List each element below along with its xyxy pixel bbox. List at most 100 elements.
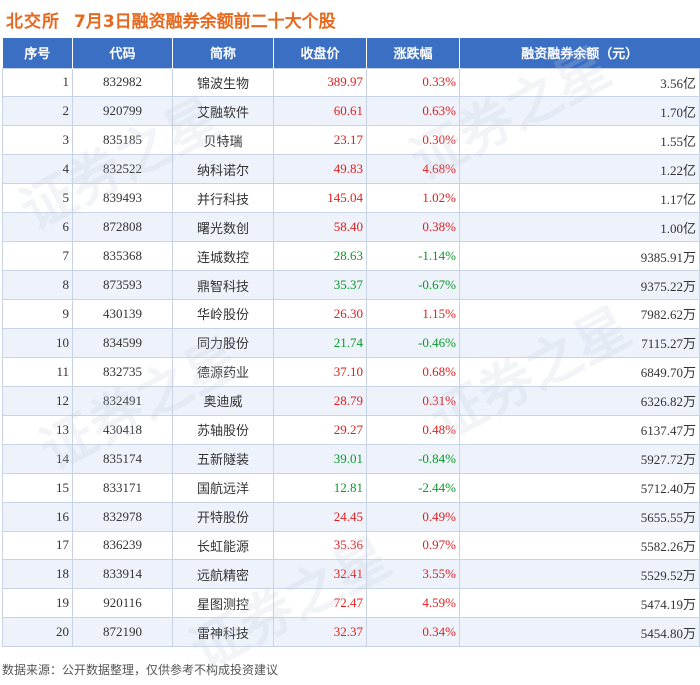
cell-balance: 5582.26万 xyxy=(459,530,700,561)
cell-balance: 1.00亿 xyxy=(459,212,700,243)
cell-change: -1.14% xyxy=(366,241,460,272)
cell-code: 873593 xyxy=(72,270,173,300)
cell-balance: 5474.19万 xyxy=(459,588,700,619)
cell-change: -0.84% xyxy=(366,443,460,474)
cell-rank: 15 xyxy=(2,472,73,503)
table-row: 2 920799 艾融软件 60.61 0.63% 1.70亿 xyxy=(2,96,700,127)
cell-change: 1.15% xyxy=(366,299,460,329)
table-row: 9 430139 华岭股份 26.30 1.15% 7982.62万 xyxy=(2,299,700,329)
cell-balance: 5655.55万 xyxy=(459,501,700,532)
cell-change: 0.68% xyxy=(366,356,460,387)
title-bar: 北交所 7月3日融资融券余额前二十大个股 xyxy=(0,0,700,38)
table-row: 20 872190 雷神科技 32.37 0.34% 5454.80万 xyxy=(2,617,700,648)
cell-balance: 1.55亿 xyxy=(459,125,700,156)
cell-name: 纳科诺尔 xyxy=(172,154,274,185)
cell-code: 835174 xyxy=(72,443,173,474)
cell-change: 0.48% xyxy=(366,414,460,445)
cell-change: 0.63% xyxy=(366,96,460,127)
cell-rank: 16 xyxy=(2,501,73,532)
cell-rank: 5 xyxy=(2,183,73,214)
cell-name: 星图测控 xyxy=(172,588,274,619)
cell-code: 832735 xyxy=(72,356,173,387)
cell-rank: 20 xyxy=(2,617,73,648)
cell-name: 长虹能源 xyxy=(172,530,274,561)
data-source-note: 数据来源：公开数据整理，仅供参考不构成投资建议 xyxy=(2,663,279,677)
cell-code: 920799 xyxy=(72,96,173,127)
cell-close: 49.83 xyxy=(273,154,367,185)
cell-name: 奥迪威 xyxy=(172,385,274,416)
table-row: 5 839493 并行科技 145.04 1.02% 1.17亿 xyxy=(2,183,700,214)
table-row: 11 832735 德源药业 37.10 0.68% 6849.70万 xyxy=(2,356,700,387)
cell-rank: 4 xyxy=(2,154,73,185)
cell-close: 145.04 xyxy=(273,183,367,214)
cell-close: 32.41 xyxy=(273,559,367,590)
cell-name: 远航精密 xyxy=(172,559,274,590)
cell-rank: 14 xyxy=(2,443,73,474)
cell-change: 0.33% xyxy=(366,67,460,98)
cell-code: 430139 xyxy=(72,299,173,329)
table-row: 17 836239 长虹能源 35.36 0.97% 5582.26万 xyxy=(2,530,700,561)
cell-name: 艾融软件 xyxy=(172,96,274,127)
column-header-close: 收盘价 xyxy=(273,38,367,68)
cell-code: 836239 xyxy=(72,530,173,561)
cell-code: 835368 xyxy=(72,241,173,272)
cell-balance: 5454.80万 xyxy=(459,617,700,648)
cell-balance: 9375.22万 xyxy=(459,270,700,300)
table-row: 18 833914 远航精密 32.41 3.55% 5529.52万 xyxy=(2,559,700,590)
table-row: 13 430418 苏轴股份 29.27 0.48% 6137.47万 xyxy=(2,414,700,445)
margin-balance-table-container: 序号 代码 简称 收盘价 涨跌幅 融资融券余额（元） 1 832982 锦波生物 38… xyxy=(2,38,700,648)
cell-balance: 5712.40万 xyxy=(459,472,700,503)
cell-change: 0.97% xyxy=(366,530,460,561)
cell-close: 58.40 xyxy=(273,212,367,243)
table-header-row: 序号 代码 简称 收盘价 涨跌幅 融资融券余额（元） xyxy=(2,38,700,68)
cell-code: 835185 xyxy=(72,125,173,156)
cell-balance: 1.70亿 xyxy=(459,96,700,127)
cell-balance: 1.22亿 xyxy=(459,154,700,185)
cell-rank: 1 xyxy=(2,67,73,98)
cell-change: 1.02% xyxy=(366,183,460,214)
cell-name: 同力股份 xyxy=(172,327,274,358)
cell-code: 832978 xyxy=(72,501,173,532)
table-row: 14 835174 五新隧装 39.01 -0.84% 5927.72万 xyxy=(2,443,700,474)
cell-name: 五新隧装 xyxy=(172,443,274,474)
cell-change: -0.46% xyxy=(366,327,460,358)
cell-rank: 7 xyxy=(2,241,73,272)
cell-change: 0.38% xyxy=(366,212,460,243)
cell-name: 并行科技 xyxy=(172,183,274,214)
cell-code: 430418 xyxy=(72,414,173,445)
cell-close: 29.27 xyxy=(273,414,367,445)
cell-close: 35.36 xyxy=(273,530,367,561)
cell-change: 4.59% xyxy=(366,588,460,619)
cell-name: 鼎智科技 xyxy=(172,270,274,300)
cell-name: 苏轴股份 xyxy=(172,414,274,445)
cell-close: 60.61 xyxy=(273,96,367,127)
cell-close: 39.01 xyxy=(273,443,367,474)
cell-rank: 3 xyxy=(2,125,73,156)
cell-rank: 17 xyxy=(2,530,73,561)
cell-close: 21.74 xyxy=(273,327,367,358)
page-title: 7月3日融资融券余额前二十大个股 xyxy=(74,11,336,32)
cell-code: 872190 xyxy=(72,617,173,648)
cell-close: 37.10 xyxy=(273,356,367,387)
cell-rank: 6 xyxy=(2,212,73,243)
cell-close: 32.37 xyxy=(273,617,367,648)
cell-close: 26.30 xyxy=(273,299,367,329)
cell-close: 24.45 xyxy=(273,501,367,532)
cell-code: 832982 xyxy=(72,67,173,98)
cell-balance: 6849.70万 xyxy=(459,356,700,387)
cell-close: 72.47 xyxy=(273,588,367,619)
brand-label: 北交所 xyxy=(6,11,60,32)
table-row: 4 832522 纳科诺尔 49.83 4.68% 1.22亿 xyxy=(2,154,700,185)
cell-code: 832491 xyxy=(72,385,173,416)
cell-name: 锦波生物 xyxy=(172,67,274,98)
cell-change: -0.67% xyxy=(366,270,460,300)
table-row: 1 832982 锦波生物 389.97 0.33% 3.56亿 xyxy=(2,67,700,98)
table-row: 8 873593 鼎智科技 35.37 -0.67% 9375.22万 xyxy=(2,270,700,300)
cell-rank: 2 xyxy=(2,96,73,127)
cell-close: 12.81 xyxy=(273,472,367,503)
cell-rank: 9 xyxy=(2,299,73,329)
cell-balance: 7982.62万 xyxy=(459,299,700,329)
table-row: 7 835368 连城数控 28.63 -1.14% 9385.91万 xyxy=(2,241,700,272)
table-row: 19 920116 星图测控 72.47 4.59% 5474.19万 xyxy=(2,588,700,619)
cell-close: 35.37 xyxy=(273,270,367,300)
